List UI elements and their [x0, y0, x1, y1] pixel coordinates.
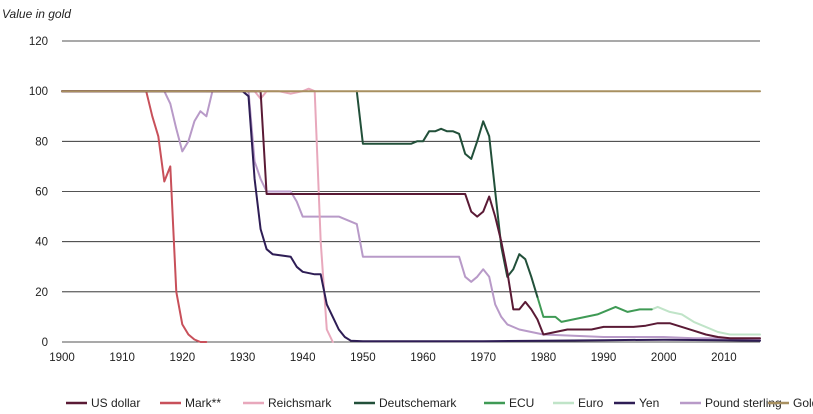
- x-tick-label: 1930: [230, 352, 256, 364]
- y-tick-label: 80: [35, 136, 48, 148]
- gridlines: [62, 40, 760, 343]
- series-line-deutschemark: [355, 90, 539, 298]
- x-tick-label: 1960: [410, 352, 436, 364]
- x-tick-label: 1990: [591, 352, 617, 364]
- x-tick-label: 2000: [651, 352, 677, 364]
- x-tick-label: 1920: [170, 352, 196, 364]
- series-line-yen: [61, 90, 761, 343]
- series-line-ecu: [536, 295, 653, 323]
- y-tick-label: 60: [35, 187, 48, 199]
- x-tick-label: 1900: [49, 352, 75, 364]
- legend-label-ecu: ECU: [509, 396, 534, 410]
- y-tick-label: 40: [35, 237, 48, 249]
- legend: US dollar Mark** Reichsmark Deutschemark ECU…: [66, 396, 813, 410]
- legend-label-euro: Euro: [578, 396, 604, 410]
- series-line-us-dollar: [61, 90, 761, 340]
- y-tick-label: 120: [29, 36, 48, 48]
- x-tick-label: 1970: [470, 352, 496, 364]
- legend-label-gold: Gold: [793, 396, 813, 410]
- series-line-mark: [61, 90, 208, 343]
- y-tick-label: 20: [35, 287, 48, 299]
- legend-label-pound-sterling: Pound sterling: [705, 396, 782, 410]
- x-tick-label: 1940: [290, 352, 316, 364]
- legend-label-deutschemark: Deutschemark: [379, 396, 457, 410]
- series-line-euro: [650, 305, 761, 336]
- legend-label-us-dollar: US dollar: [91, 396, 140, 410]
- y-tick-label: 0: [42, 337, 48, 349]
- series-line-pound-sterling: [61, 90, 761, 341]
- legend-label-reichsmark: Reichsmark: [268, 396, 332, 410]
- x-tick-label: 1950: [350, 352, 376, 364]
- y-axis-label: Value in gold: [2, 7, 71, 21]
- series-lines: [61, 87, 761, 343]
- y-tick-labels: 0 20 40 60 80 100 120: [29, 36, 48, 349]
- legend-label-yen: Yen: [639, 396, 659, 410]
- y-tick-label: 100: [29, 86, 48, 98]
- x-tick-label: 1910: [109, 352, 135, 364]
- legend-label-mark: Mark**: [185, 396, 221, 410]
- x-tick-label: 1980: [531, 352, 557, 364]
- x-tick-labels: 1900 1910 1920 1930 1940 1950 1960 1970 1980 1990…: [49, 352, 736, 364]
- series-line-reichsmark: [205, 87, 334, 343]
- x-tick-label: 2010: [711, 352, 737, 364]
